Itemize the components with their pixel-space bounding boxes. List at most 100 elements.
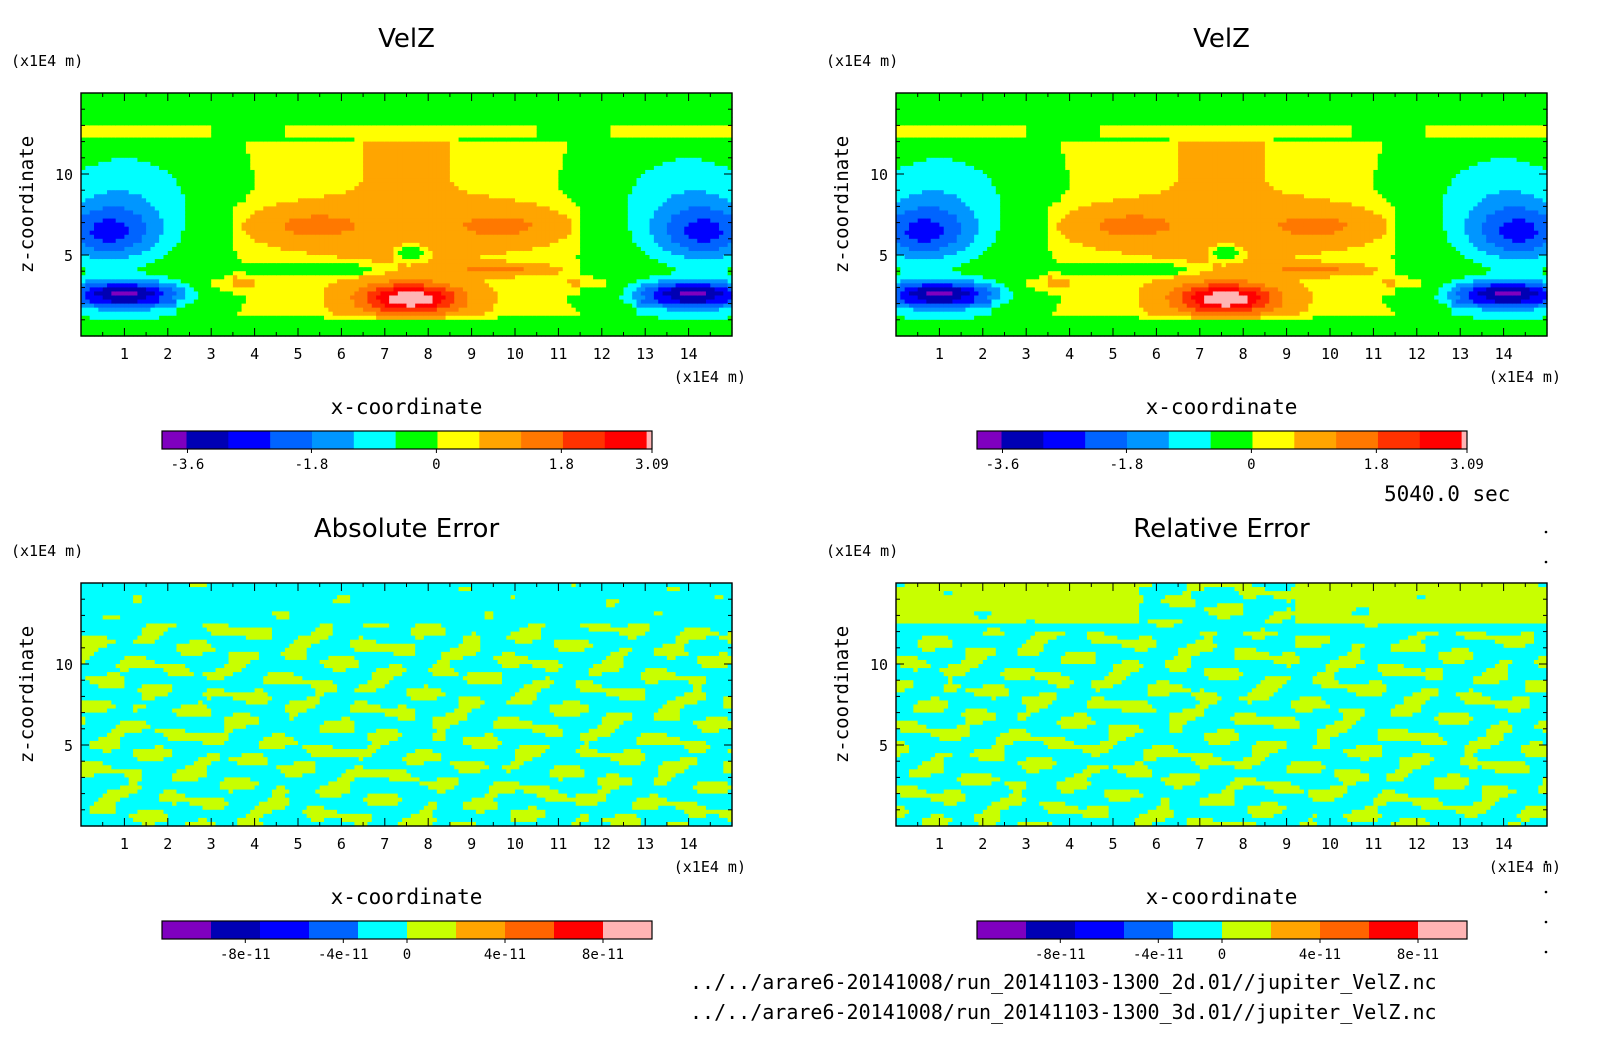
contour-field (896, 93, 1548, 337)
margin-dot (1545, 861, 1548, 864)
y-axis-label: z-coordinate (16, 626, 38, 763)
x-tick-label: 10 (506, 835, 524, 853)
colorbar-tick-label: -3.6 (171, 457, 205, 473)
colorbar-swatch (1043, 431, 1085, 449)
colorbar-swatch (312, 431, 354, 449)
y-tick-label: 10 (55, 166, 73, 184)
margin-dot (1545, 531, 1548, 534)
colorbar-swatch (162, 431, 187, 449)
y-unit-label: (x1E4 m) (11, 542, 83, 560)
colorbar-tick-label: -1.8 (295, 457, 329, 473)
colorbar-tick-label: 0 (403, 947, 411, 963)
colorbar-swatch (554, 921, 603, 939)
colorbar-tick-label: -8e-11 (1035, 947, 1086, 963)
x-tick-label: 12 (593, 835, 611, 853)
colorbar-swatch (211, 921, 260, 939)
colorbar-swatch (977, 431, 1002, 449)
colorbar-swatch (1252, 431, 1294, 449)
x-tick-label: 8 (1239, 345, 1248, 363)
x-tick-label: 11 (549, 345, 567, 363)
colorbar-swatch (396, 431, 438, 449)
x-tick-label: 10 (506, 345, 524, 363)
margin-dot (1545, 951, 1548, 954)
colorbar-tick-label: 3.09 (635, 457, 669, 473)
x-tick-label: 3 (1022, 345, 1031, 363)
colorbar-swatch (479, 431, 521, 449)
x-tick-label: 8 (1239, 835, 1248, 853)
margin-dot (1545, 561, 1548, 564)
panel-title: VelZ (378, 24, 435, 54)
colorbar-tick-label: 0 (432, 457, 440, 473)
panel-title: VelZ (1193, 24, 1250, 54)
x-tick-label: 14 (1495, 345, 1513, 363)
colorbar-swatch (1418, 921, 1467, 939)
colorbar-tick-label: 0 (1218, 947, 1226, 963)
y-tick-label: 5 (879, 247, 888, 265)
x-tick-label: 2 (163, 835, 172, 853)
x-tick-label: 3 (1022, 835, 1031, 853)
y-tick-label: 10 (55, 656, 73, 674)
colorbar-tick-label: -3.6 (986, 457, 1020, 473)
colorbar: -3.6 -1.8 0 1.8 3.09 (977, 431, 1484, 473)
x-tick-label: 3 (207, 835, 216, 853)
x-tick-label: 9 (467, 835, 476, 853)
colorbar-tick-label: -4e-11 (318, 947, 369, 963)
x-tick-label: 10 (1321, 345, 1339, 363)
colorbar-swatch (603, 921, 652, 939)
colorbar-swatch (505, 921, 554, 939)
x-unit-label: (x1E4 m) (674, 858, 746, 876)
colorbar-swatch (605, 431, 647, 449)
colorbar-swatch (1378, 431, 1420, 449)
x-tick-label: 2 (978, 835, 987, 853)
x-axis-label: x-coordinate (331, 395, 483, 419)
colorbar-tick-label: -4e-11 (1133, 947, 1184, 963)
x-tick-label: 1 (935, 835, 944, 853)
x-tick-label: 7 (1195, 345, 1204, 363)
x-tick-label: 13 (1451, 835, 1469, 853)
x-unit-label: (x1E4 m) (1489, 858, 1561, 876)
colorbar: -8e-11 -4e-11 0 4e-11 8e-11 (977, 921, 1467, 963)
colorbar-swatch (309, 921, 358, 939)
file-path-1: ../../arare6-20141008/run_20141103-1300_… (690, 970, 1437, 994)
x-tick-label: 1 (120, 835, 129, 853)
x-tick-label: 11 (1364, 835, 1382, 853)
colorbar-tick-label: 1.8 (549, 457, 574, 473)
x-tick-label: 7 (1195, 835, 1204, 853)
x-tick-label: 13 (636, 345, 654, 363)
x-tick-label: 14 (1495, 835, 1513, 853)
x-tick-label: 9 (467, 345, 476, 363)
panel-title: Relative Error (1133, 514, 1310, 544)
margin-dot (1545, 921, 1548, 924)
colorbar-tick-label: 8e-11 (582, 947, 624, 963)
x-tick-label: 1 (120, 345, 129, 363)
x-tick-label: 7 (380, 835, 389, 853)
colorbar-tick-label: 1.8 (1364, 457, 1389, 473)
colorbar-swatch (1173, 921, 1222, 939)
y-unit-label: (x1E4 m) (11, 52, 83, 70)
colorbar-swatch (1085, 431, 1127, 449)
x-tick-label: 8 (424, 835, 433, 853)
colorbar-swatch (1075, 921, 1124, 939)
contour-field (81, 93, 733, 337)
y-tick-label: 10 (870, 656, 888, 674)
x-tick-label: 10 (1321, 835, 1339, 853)
x-tick-label: 2 (163, 345, 172, 363)
colorbar-swatch (187, 431, 229, 449)
x-tick-label: 12 (593, 345, 611, 363)
contour-field (896, 583, 1548, 827)
x-tick-label: 14 (680, 835, 698, 853)
y-tick-label: 10 (870, 166, 888, 184)
x-tick-label: 11 (1364, 345, 1382, 363)
colorbar: -3.6 -1.8 0 1.8 3.09 (162, 431, 669, 473)
time-label: 5040.0 sec (1384, 482, 1510, 506)
x-tick-label: 4 (250, 835, 259, 853)
colorbar-swatch (358, 921, 407, 939)
x-tick-label: 4 (1065, 345, 1074, 363)
colorbar: -8e-11 -4e-11 0 4e-11 8e-11 (162, 921, 652, 963)
x-tick-label: 12 (1408, 345, 1426, 363)
colorbar-tick-label: 3.09 (1450, 457, 1484, 473)
x-tick-label: 7 (380, 345, 389, 363)
